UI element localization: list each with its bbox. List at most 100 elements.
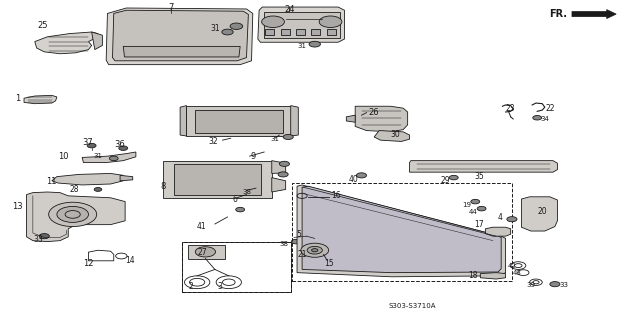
Text: 31: 31 [94,153,102,159]
Circle shape [278,172,288,177]
Text: 21: 21 [297,250,307,259]
Text: 2: 2 [188,282,193,291]
Text: 32: 32 [209,137,219,146]
Polygon shape [374,131,410,141]
Polygon shape [480,273,506,279]
Text: 29: 29 [441,176,451,185]
Circle shape [39,234,49,239]
Text: 25: 25 [38,21,48,30]
Bar [292,183,512,281]
Bar [296,29,305,35]
Text: 19: 19 [462,202,471,208]
Text: 37: 37 [82,138,93,147]
Circle shape [291,239,300,244]
Text: 23: 23 [506,104,516,113]
Circle shape [507,217,517,222]
Bar [195,110,283,133]
Bar [174,164,261,195]
Circle shape [533,116,542,120]
Text: 4: 4 [498,213,503,222]
Polygon shape [355,106,408,132]
Circle shape [477,206,486,211]
Text: 20: 20 [537,207,547,216]
Circle shape [471,199,480,204]
Text: 7: 7 [168,3,173,12]
Text: 17: 17 [474,220,484,229]
Text: 38: 38 [280,241,289,247]
Circle shape [109,156,118,161]
Polygon shape [302,186,501,273]
Circle shape [550,282,560,287]
Circle shape [301,243,329,257]
Bar [312,29,320,35]
Text: S303-S3710A: S303-S3710A [389,303,436,308]
Polygon shape [346,115,355,122]
Text: 6: 6 [233,195,238,204]
Text: 31: 31 [298,44,307,49]
Text: 35: 35 [474,172,484,180]
Circle shape [283,134,293,140]
Circle shape [279,161,289,166]
Text: 38: 38 [242,189,251,195]
Circle shape [356,173,367,178]
Text: 3: 3 [217,282,222,291]
Polygon shape [180,106,186,136]
Circle shape [94,188,102,191]
Polygon shape [92,32,102,50]
Text: 1: 1 [15,94,20,103]
Text: 15: 15 [324,259,334,268]
Polygon shape [521,197,557,231]
Circle shape [262,16,284,28]
Polygon shape [35,32,98,54]
Circle shape [222,29,233,35]
Text: 18: 18 [468,271,478,280]
Text: 27: 27 [197,248,207,257]
Polygon shape [52,173,123,185]
Polygon shape [27,192,125,242]
Text: 30: 30 [390,130,400,139]
Text: 11: 11 [47,177,57,186]
Text: 24: 24 [284,5,295,14]
Text: 33: 33 [559,283,568,288]
Text: 28: 28 [70,185,80,194]
Polygon shape [291,106,298,136]
Polygon shape [572,10,616,19]
Circle shape [312,249,318,252]
Circle shape [309,41,320,47]
Polygon shape [82,152,136,163]
Text: FR.: FR. [550,9,568,20]
Text: 36: 36 [114,140,126,149]
Polygon shape [120,175,133,181]
Text: 42: 42 [507,263,516,268]
Text: 10: 10 [58,152,68,161]
Text: 8: 8 [161,182,166,191]
Text: 5: 5 [296,230,301,239]
Polygon shape [112,10,248,61]
Text: 41: 41 [196,222,206,231]
Text: 40: 40 [349,175,359,184]
Bar [281,29,289,35]
Text: 14: 14 [125,256,135,265]
Circle shape [57,206,88,222]
Circle shape [119,146,128,150]
Polygon shape [24,95,57,104]
Circle shape [236,207,245,212]
Circle shape [87,143,96,148]
Polygon shape [163,161,272,198]
Polygon shape [410,161,557,172]
Circle shape [195,247,216,257]
Text: 31: 31 [270,136,279,142]
Polygon shape [106,8,253,65]
Circle shape [49,202,97,227]
Circle shape [230,23,243,29]
Bar [327,29,336,35]
Polygon shape [485,227,511,236]
Polygon shape [264,12,340,38]
Text: 13: 13 [13,202,23,211]
Text: 39: 39 [526,283,535,288]
Circle shape [307,246,322,254]
Text: 22: 22 [545,104,555,113]
Bar [265,29,274,35]
Polygon shape [297,185,506,277]
Polygon shape [186,106,291,136]
